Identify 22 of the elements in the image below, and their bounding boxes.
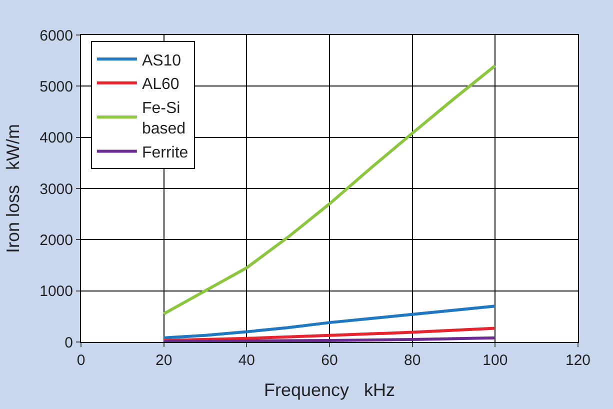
y-tick-label: 5000 xyxy=(40,78,73,96)
x-tick-label: 20 xyxy=(155,352,172,369)
x-tick-label: 120 xyxy=(565,352,591,369)
y-tick-label: 1000 xyxy=(40,283,73,300)
y-tick-label: 6000 xyxy=(40,27,73,44)
legend-label: Ferrite xyxy=(142,144,188,162)
y-tick-label: 4000 xyxy=(40,130,73,147)
line-series xyxy=(162,326,497,342)
y-tick-label: 0 xyxy=(64,334,73,352)
legend-label: Fe-Si based xyxy=(142,100,186,138)
y-tick-label: 2000 xyxy=(40,232,73,249)
line-series xyxy=(162,304,497,340)
y-axis-title: Iron loss kW/m xyxy=(2,124,23,254)
x-axis-title: Frequency kHz xyxy=(264,380,396,400)
x-tick-label: 40 xyxy=(238,352,256,369)
legend-label: AL60 xyxy=(142,76,180,94)
legend-label: AS10 xyxy=(142,52,182,70)
x-tick-label: 60 xyxy=(321,352,338,369)
y-tick-label: 3000 xyxy=(40,180,73,198)
x-tick-label: 0 xyxy=(76,352,86,369)
x-tick-label: 100 xyxy=(482,352,508,369)
x-tick-label: 80 xyxy=(404,352,421,369)
